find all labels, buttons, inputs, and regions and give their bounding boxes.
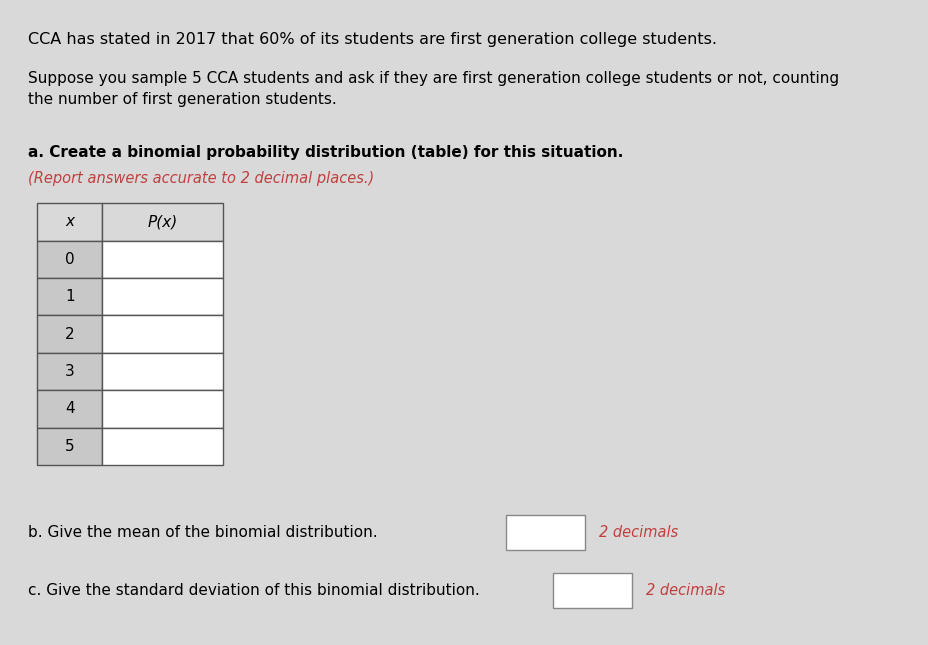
Text: b. Give the mean of the binomial distribution.: b. Give the mean of the binomial distrib… [28, 524, 377, 540]
Text: c. Give the standard deviation of this binomial distribution.: c. Give the standard deviation of this b… [28, 582, 479, 598]
Text: 3: 3 [65, 364, 74, 379]
Text: 1: 1 [65, 289, 74, 304]
Text: P(x): P(x) [148, 214, 177, 230]
Text: 2 decimals: 2 decimals [599, 524, 677, 540]
Bar [102, 353, 223, 390]
Bar [506, 515, 585, 550]
Bar [37, 353, 102, 390]
Bar [37, 241, 102, 278]
Bar [37, 203, 102, 241]
Text: a. Create a binomial probability distribution (table) for this situation.: a. Create a binomial probability distrib… [28, 145, 623, 160]
Text: 0: 0 [65, 252, 74, 267]
Text: (Report answers accurate to 2 decimal places.): (Report answers accurate to 2 decimal pl… [28, 171, 374, 186]
Bar [102, 390, 223, 428]
Bar [37, 278, 102, 315]
Bar [102, 278, 223, 315]
Bar [102, 428, 223, 465]
Bar [102, 203, 223, 241]
Text: 2 decimals: 2 decimals [645, 582, 724, 598]
Bar [102, 241, 223, 278]
Text: 5: 5 [65, 439, 74, 454]
Text: x: x [65, 214, 74, 230]
Text: CCA has stated in 2017 that 60% of its students are first generation college stu: CCA has stated in 2017 that 60% of its s… [28, 32, 716, 47]
Text: Suppose you sample 5 CCA students and ask if they are first generation college s: Suppose you sample 5 CCA students and as… [28, 71, 838, 107]
Bar [552, 573, 631, 608]
Text: 2: 2 [65, 326, 74, 342]
Bar [37, 390, 102, 428]
Text: 4: 4 [65, 401, 74, 417]
Bar [37, 315, 102, 353]
Bar [37, 428, 102, 465]
Bar [102, 315, 223, 353]
